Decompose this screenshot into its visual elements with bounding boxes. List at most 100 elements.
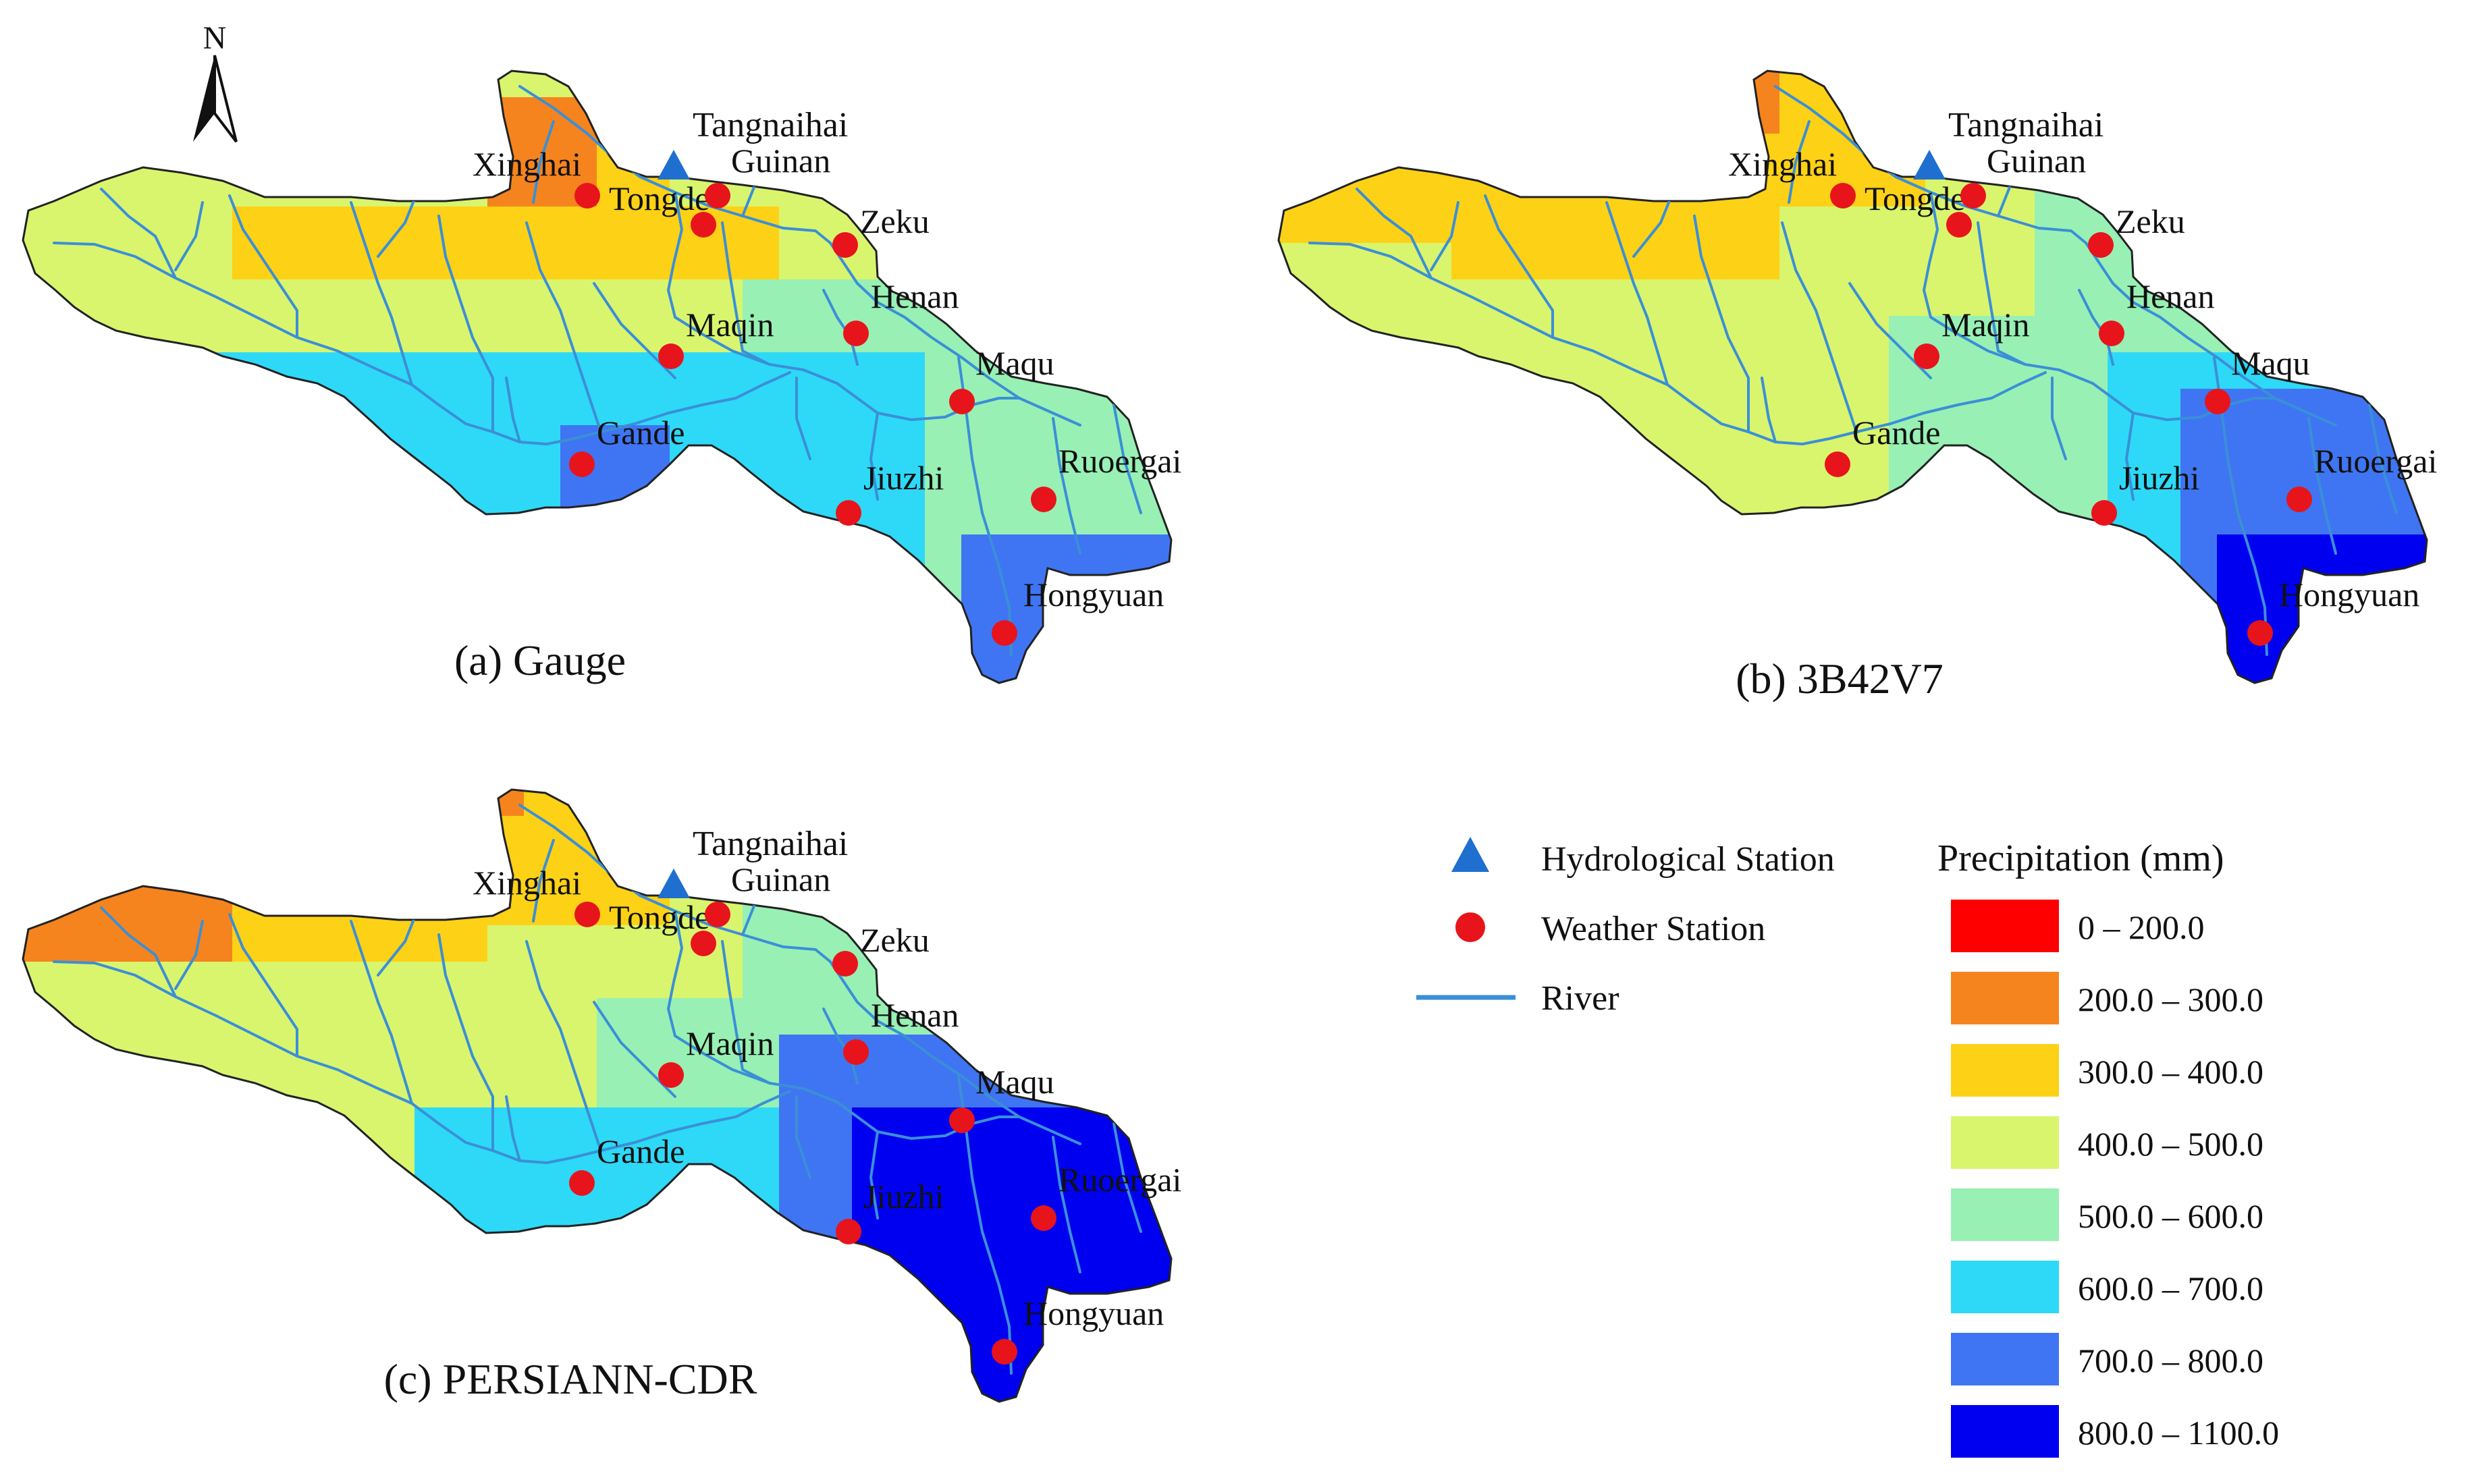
precip-cell [925,352,962,389]
precip-cell [815,1253,853,1290]
precip-cell [123,889,160,926]
precip-cell [23,962,51,999]
precip-cell [1816,207,1853,244]
precip-cell [451,571,488,608]
precip-cell [1279,170,1306,207]
precip-cell [1306,534,1343,572]
weather-station-maqin: Maqin [658,1024,774,1088]
precip-cell [86,852,124,889]
precip-cell [560,352,597,389]
precip-cell [1071,462,1108,499]
precip-cell [670,1253,707,1290]
precip-cell [414,1071,452,1108]
precip-cell [888,1035,926,1072]
precip-cell [925,1144,962,1181]
river [532,120,555,204]
precip-cell [1071,1217,1108,1254]
precip-cell [925,1180,962,1217]
precip-cell [2071,680,2108,683]
precip-cell [706,425,743,462]
weather-station-guinan: Guinan [705,142,830,209]
weather-station-label: Tongde [1865,180,1965,217]
precip-cell [1488,425,1525,462]
weather-station-henan: Henan [2099,277,2215,346]
weather-station-icon [658,343,684,369]
precip-cell [815,534,853,572]
precip-cell [2217,97,2254,134]
precip-cell [597,962,634,999]
precip-cell [2071,534,2108,572]
precip-cell [451,462,488,499]
river [100,906,177,998]
precip-cell [159,498,196,535]
precip-cell [1889,498,1926,535]
precip-cell [1378,498,1416,535]
precip-cell [86,1217,124,1254]
precip-cell [1034,998,1071,1035]
weather-station-label: Henan [871,996,959,1034]
precip-cell [706,962,743,999]
precip-cell [269,1290,306,1327]
precip-cell [196,425,233,462]
precip-cell [1707,571,1744,608]
precip-cell [2363,207,2400,244]
precip-cell [524,571,561,608]
precip-cell [743,316,780,353]
precip-cell [852,816,889,853]
precip-cell [524,1399,561,1402]
precip-cell [123,1253,160,1290]
weather-station-icon [992,1339,1017,1365]
precip-cell [305,1180,342,1217]
precip-cell [2399,352,2427,389]
precip-cell [1743,243,1780,280]
river [505,377,521,443]
precip-cell [1415,71,1452,98]
precip-cell [414,1035,452,1072]
precip-cell [123,852,160,889]
precip-cell [743,389,780,426]
precip-cell [743,279,780,317]
precip-cell [779,925,816,962]
precip-cell [451,389,488,426]
precip-cell [633,852,670,889]
precip-cell [1144,243,1171,280]
precip-cell [2326,71,2363,98]
precip-cell [2290,680,2327,683]
weather-station-icon [1914,343,1939,369]
precip-cell [998,1399,1035,1402]
precip-cell [414,816,452,853]
precip-cell [2363,680,2400,683]
precip-cell [1998,607,2035,644]
precip-cell [925,852,962,889]
precip-cell [670,498,707,535]
precip-cell [196,134,233,171]
precip-cell [1561,534,1598,572]
precip-cell [487,1399,525,1402]
precip-cell [451,243,488,280]
precip-cell [1597,279,1634,317]
precip-cell [196,607,233,644]
weather-station-xinghai: Xinghai [473,145,600,209]
precip-cell [1561,498,1598,535]
precip-cell [2108,534,2145,572]
precip-cell [633,71,670,98]
precip-cell [342,352,379,389]
weather-station-icon [2088,232,2114,258]
legend-swatch [1951,1405,2059,1458]
precip-cell [1279,134,1306,171]
precip-cell [86,71,124,98]
precip-cell [2326,279,2363,317]
precip-cell [2326,680,2363,683]
river [505,1095,521,1162]
precip-cell [86,279,124,317]
precip-cell [1144,1399,1171,1402]
precip-cell [1707,243,1744,280]
precip-cell [1816,571,1853,608]
precip-cell [1180,134,1217,171]
precip-cell [1107,389,1144,426]
precip-cell [998,134,1035,171]
precip-cell [159,462,196,499]
precip-cell [633,644,670,681]
precip-cell [1180,962,1217,999]
legend-class-label: 800.0 – 1100.0 [2078,1414,2279,1452]
